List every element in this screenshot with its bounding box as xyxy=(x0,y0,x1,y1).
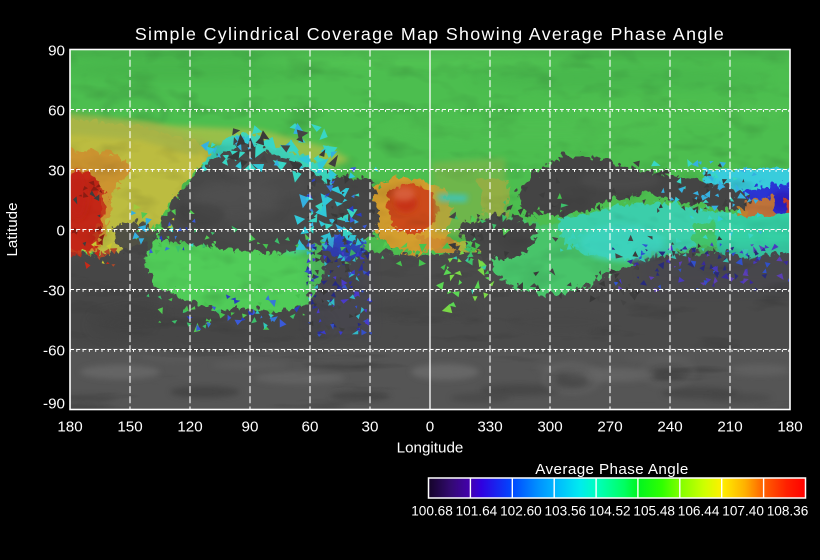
svg-text:270: 270 xyxy=(597,419,622,436)
svg-text:Average Phase Angle: Average Phase Angle xyxy=(535,461,688,478)
svg-text:Simple Cylindrical Coverage Ma: Simple Cylindrical Coverage Map Showing … xyxy=(135,24,725,44)
svg-text:180: 180 xyxy=(57,419,82,436)
svg-text:120: 120 xyxy=(177,419,202,436)
svg-text:Latitude: Latitude xyxy=(4,202,21,256)
svg-text:90: 90 xyxy=(242,419,259,436)
svg-text:150: 150 xyxy=(117,419,142,436)
svg-text:210: 210 xyxy=(717,419,742,436)
svg-text:30: 30 xyxy=(48,163,65,180)
svg-text:180: 180 xyxy=(777,419,802,436)
svg-text:0: 0 xyxy=(426,419,434,436)
svg-text:105.48: 105.48 xyxy=(633,503,675,518)
svg-text:330: 330 xyxy=(477,419,502,436)
svg-text:-90: -90 xyxy=(43,396,65,413)
svg-text:108.36: 108.36 xyxy=(767,503,809,518)
svg-text:-60: -60 xyxy=(43,343,65,360)
svg-text:102.60: 102.60 xyxy=(500,503,542,518)
svg-text:0: 0 xyxy=(57,223,65,240)
svg-text:30: 30 xyxy=(362,419,379,436)
svg-text:100.68: 100.68 xyxy=(411,503,453,518)
svg-text:Longitude: Longitude xyxy=(397,440,464,457)
svg-text:90: 90 xyxy=(48,43,65,60)
svg-text:-30: -30 xyxy=(43,283,65,300)
svg-text:103.56: 103.56 xyxy=(545,503,587,518)
svg-text:300: 300 xyxy=(537,419,562,436)
svg-text:240: 240 xyxy=(657,419,682,436)
svg-text:101.64: 101.64 xyxy=(456,503,498,518)
svg-text:107.40: 107.40 xyxy=(722,503,764,518)
svg-text:104.52: 104.52 xyxy=(589,503,631,518)
svg-text:106.44: 106.44 xyxy=(678,503,720,518)
svg-text:60: 60 xyxy=(48,103,65,120)
svg-text:60: 60 xyxy=(302,419,319,436)
